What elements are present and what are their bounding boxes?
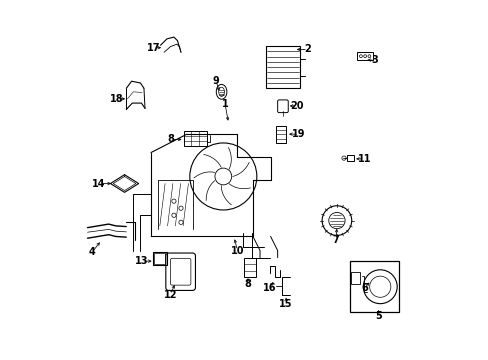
Bar [351,272,360,284]
Text: 19: 19 [292,129,305,139]
Bar [357,52,372,60]
Text: 7: 7 [332,235,339,245]
Text: 15: 15 [279,299,292,309]
Bar [152,252,166,265]
Text: 17: 17 [146,43,160,53]
Text: 20: 20 [290,101,304,111]
Text: 6: 6 [360,283,367,293]
Text: 2: 2 [304,45,311,54]
Text: 18: 18 [110,94,123,104]
Text: 8: 8 [244,279,251,289]
Text: 8: 8 [166,134,174,144]
Bar [266,46,299,88]
Bar [244,258,256,277]
Bar [276,126,285,143]
Bar [154,253,165,264]
Bar [349,261,398,312]
Text: 9: 9 [212,76,219,86]
Text: 3: 3 [371,55,378,65]
Text: 1: 1 [221,99,228,109]
Text: 13: 13 [135,256,148,266]
Text: 4: 4 [88,247,95,257]
Text: 5: 5 [374,311,381,321]
Text: 16: 16 [263,283,276,293]
Text: 11: 11 [357,154,370,164]
Text: 12: 12 [163,290,177,300]
Bar [183,131,206,147]
Bar [346,155,353,161]
Text: 10: 10 [230,246,244,256]
Text: 14: 14 [92,179,106,189]
